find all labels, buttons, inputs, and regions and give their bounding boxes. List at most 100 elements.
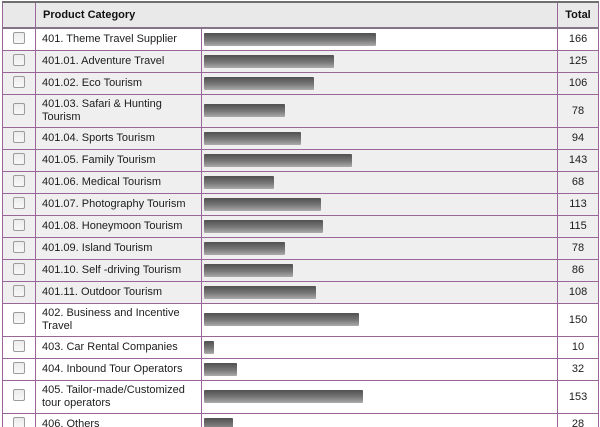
category-label: 401.05. Family Tourism: [35, 148, 202, 172]
table-row: 401.08. Honeymoon Tourism 115: [2, 214, 600, 238]
header-total: Total: [557, 1, 600, 29]
bar-cell: [200, 148, 559, 172]
table-row: 401.10. Self -driving Tourism 86: [2, 258, 600, 282]
category-label: 403. Car Rental Companies: [35, 335, 202, 359]
row-checkbox[interactable]: [13, 361, 25, 374]
bar-cell: [200, 412, 559, 427]
bar-cell: [200, 214, 559, 238]
category-label: 401.07. Photography Tourism: [35, 192, 202, 216]
row-checkbox[interactable]: [13, 196, 25, 209]
checkbox-cell: [2, 258, 36, 282]
header-product-category: Product Category: [34, 1, 559, 29]
category-bar: [204, 153, 352, 167]
row-checkbox[interactable]: [13, 31, 25, 44]
total-value: 113: [557, 192, 600, 216]
total-value: 78: [557, 93, 600, 128]
category-bar: [204, 241, 285, 255]
category-bar: [204, 285, 316, 299]
table-row: 401.11. Outdoor Tourism 108: [2, 280, 600, 304]
checkbox-cell: [2, 148, 36, 172]
category-label: 401. Theme Travel Supplier: [35, 27, 202, 51]
category-bar: [204, 263, 293, 277]
total-value: 108: [557, 280, 600, 304]
bar-cell: [200, 357, 559, 381]
category-label: 401.08. Honeymoon Tourism: [35, 214, 202, 238]
row-checkbox[interactable]: [13, 284, 25, 297]
bar-cell: [200, 236, 559, 260]
row-checkbox[interactable]: [13, 262, 25, 275]
checkbox-cell: [2, 302, 36, 337]
row-checkbox[interactable]: [13, 130, 25, 143]
category-bar: [204, 340, 214, 354]
table-row: 402. Business and Incentive Travel 150: [2, 302, 600, 337]
category-bar: [204, 104, 285, 117]
table-body: 401. Theme Travel Supplier 166 401.01. A…: [2, 27, 600, 427]
table-row: 401.02. Eco Tourism 106: [2, 71, 600, 95]
row-checkbox[interactable]: [13, 416, 25, 427]
category-bar: [204, 219, 323, 233]
category-label: 406. Others: [35, 412, 202, 427]
checkbox-cell: [2, 280, 36, 304]
category-label: 401.04. Sports Tourism: [35, 126, 202, 150]
table-row: 401.05. Family Tourism 143: [2, 148, 600, 172]
total-value: 94: [557, 126, 600, 150]
bar-cell: [200, 302, 559, 337]
bar-cell: [200, 93, 559, 128]
checkbox-cell: [2, 27, 36, 51]
bar-cell: [200, 258, 559, 282]
checkbox-cell: [2, 214, 36, 238]
row-checkbox[interactable]: [13, 174, 25, 187]
category-bar: [204, 313, 359, 326]
table-row: 406. Others 28: [2, 412, 600, 427]
row-checkbox[interactable]: [13, 218, 25, 231]
row-checkbox[interactable]: [13, 312, 25, 324]
row-checkbox[interactable]: [13, 389, 25, 401]
category-label: 405. Tailor-made/Customized tour operato…: [35, 379, 202, 414]
total-value: 115: [557, 214, 600, 238]
category-label: 401.01. Adventure Travel: [35, 49, 202, 73]
total-value: 153: [557, 379, 600, 414]
table-row: 401.03. Safari & Hunting Tourism 78: [2, 93, 600, 128]
table-row: 401.07. Photography Tourism 113: [2, 192, 600, 216]
table-row: 401. Theme Travel Supplier 166: [2, 27, 600, 51]
table-row: 404. Inbound Tour Operators 32: [2, 357, 600, 381]
total-value: 10: [557, 335, 600, 359]
row-checkbox[interactable]: [13, 152, 25, 165]
total-value: 166: [557, 27, 600, 51]
category-bar: [204, 54, 334, 68]
row-checkbox[interactable]: [13, 339, 25, 352]
checkbox-cell: [2, 170, 36, 194]
category-bar: [204, 76, 314, 90]
bar-cell: [200, 126, 559, 150]
bar-cell: [200, 379, 559, 414]
table-row: 401.09. Island Tourism 78: [2, 236, 600, 260]
bar-cell: [200, 49, 559, 73]
total-value: 143: [557, 148, 600, 172]
row-checkbox[interactable]: [13, 240, 25, 253]
checkbox-cell: [2, 357, 36, 381]
total-value: 32: [557, 357, 600, 381]
checkbox-cell: [2, 126, 36, 150]
category-label: 401.09. Island Tourism: [35, 236, 202, 260]
checkbox-cell: [2, 93, 36, 128]
total-value: 125: [557, 49, 600, 73]
table-row: 401.06. Medical Tourism 68: [2, 170, 600, 194]
total-value: 106: [557, 71, 600, 95]
row-checkbox[interactable]: [13, 75, 25, 88]
category-bar: [204, 362, 237, 376]
total-value: 68: [557, 170, 600, 194]
category-label: 402. Business and Incentive Travel: [35, 302, 202, 337]
total-value: 86: [557, 258, 600, 282]
row-checkbox[interactable]: [13, 53, 25, 66]
checkbox-cell: [2, 236, 36, 260]
category-bar: [204, 390, 363, 403]
table-row: 401.01. Adventure Travel 125: [2, 49, 600, 73]
category-label: 404. Inbound Tour Operators: [35, 357, 202, 381]
category-label: 401.02. Eco Tourism: [35, 71, 202, 95]
category-label: 401.10. Self -driving Tourism: [35, 258, 202, 282]
bar-cell: [200, 170, 559, 194]
category-bar: [204, 32, 376, 46]
row-checkbox[interactable]: [13, 103, 25, 115]
